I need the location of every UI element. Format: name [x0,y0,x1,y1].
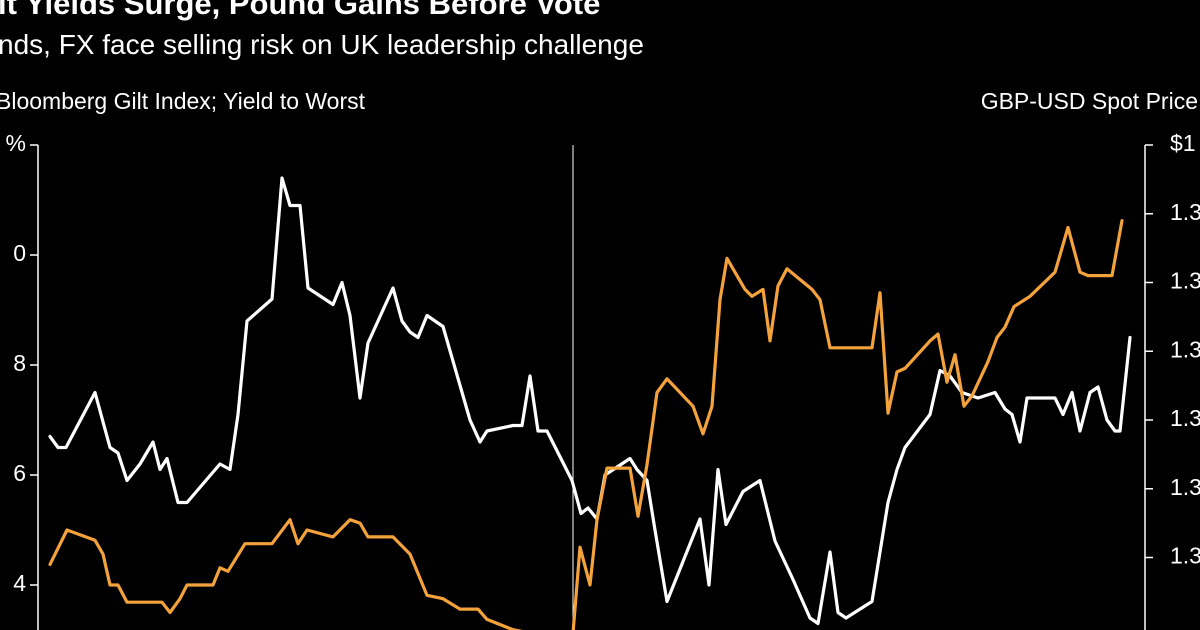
series-line [48,219,1124,630]
y-tick-label: 0 [13,240,26,266]
y2-tick-label: 1.3 [1170,268,1200,294]
y-tick-label: 8 [13,350,26,376]
y2-tick-label: $1 [1170,130,1196,156]
y-tick-label: % [6,130,26,156]
chart-title: lt Yields Surge, Pound Gains Before Vote [0,0,600,21]
y2-tick-label: 1.3 [1170,405,1200,431]
y-tick-label: 4 [13,570,26,596]
y2-tick-label: 1.3 [1170,336,1200,362]
y2-tick-label: 1.3 [1170,543,1200,569]
y2-axis-label: GBP-USD Spot Price [981,88,1198,114]
y-tick-label: 6 [13,460,26,486]
y2-tick-label: 1.3 [1170,474,1200,500]
y-axis-label: Bloomberg Gilt Index; Yield to Worst [0,88,366,114]
y2-tick-label: 1.3 [1170,199,1200,225]
chart-subtitle: nds, FX face selling risk on UK leadersh… [0,29,644,60]
series-line [48,176,1132,626]
